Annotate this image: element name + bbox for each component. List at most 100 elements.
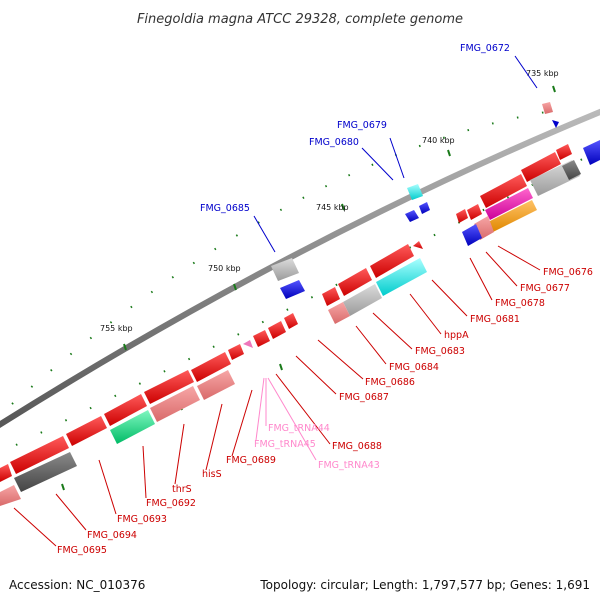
gene-feature [462,224,482,246]
reverse-strand-features [0,140,600,506]
gene-arrow [467,204,482,220]
gene-label-fmg-0678[interactable]: FMG_0678 [495,298,545,309]
trna-feature [243,340,253,348]
gene-feature [542,102,553,114]
gene-arrow [413,241,423,249]
gene-feature [150,386,200,422]
gene-arrow [10,436,69,474]
gene-label-fmg-0680[interactable]: FMG_0680 [309,137,359,148]
major-tick [341,203,345,211]
gene-label-thrs[interactable]: thrS [172,484,192,495]
gene-label-fmg-0688[interactable]: FMG_0688 [332,441,382,452]
gene-label-fmg-0681[interactable]: FMG_0681 [470,314,520,325]
leader-line [514,55,538,89]
gene-feature [583,140,600,165]
genome-backbone [0,108,600,429]
gene-feature [485,188,533,220]
gene-feature [407,184,423,200]
leader-line [255,377,265,441]
gene-arrow [322,287,340,306]
gene-label-fmg-0677[interactable]: FMG_0677 [520,283,570,294]
gene-feature [271,258,299,281]
leader-line [431,279,468,317]
gene-feature [376,258,427,296]
leader-line [372,312,413,350]
trna-label-tRNA45[interactable]: FMG_tRNA45 [254,439,316,450]
leader-line [253,215,276,253]
trna-label-tRNA43[interactable]: FMG_tRNA43 [318,460,380,471]
gene-arrow [191,352,231,382]
leader-line [317,339,364,380]
gene-arrow [253,330,270,347]
gene-arrow [268,321,286,339]
gene-label-fmg-0689[interactable]: FMG_0689 [226,455,276,466]
major-tick [61,483,65,491]
scale-label-735: 735 kbp [526,69,559,78]
leader-line [174,423,185,485]
gene-arrow [405,210,419,222]
gene-arrow [370,244,414,278]
gene-feature [14,452,77,492]
forward-strand-features [271,102,559,299]
major-tick [279,363,283,371]
scale-label-750: 750 kbp [208,264,241,273]
gene-arrow [228,344,244,360]
gene-feature [562,160,581,180]
gene-arrow [556,144,572,160]
major-tick [123,343,127,351]
gene-feature [197,370,235,400]
leader-line [267,377,317,461]
major-tick [552,85,556,93]
gene-label-fmg-0692[interactable]: FMG_0692 [146,498,196,509]
gene-feature [343,284,382,316]
gene-arrow [338,268,372,296]
gene-arrow [280,280,305,299]
gene-label-hiss[interactable]: hisS [202,469,222,480]
leader-line [13,507,57,547]
gene-label-fmg-0695[interactable]: FMG_0695 [57,545,107,556]
leader-line [205,403,223,471]
major-tick [447,149,451,157]
gene-label-fmg-0676[interactable]: FMG_0676 [543,267,593,278]
gene-feature [110,410,155,444]
major-tick [233,283,237,291]
leader-line [355,325,387,365]
map-title: Finegoldia magna ATCC 29328, complete ge… [137,12,463,27]
gene-label-fmg-0672[interactable]: FMG_0672 [460,43,510,54]
trna-label-tRNA44[interactable]: FMG_tRNA44 [268,423,330,434]
gene-feature [488,200,537,232]
leader-line [55,493,87,531]
leader-line [361,147,394,181]
scale-label-755: 755 kbp [100,324,133,333]
leader-line [231,389,253,457]
leader-line [389,137,405,179]
gene-label-fmg-0693[interactable]: FMG_0693 [117,514,167,525]
leader-line [142,445,147,499]
gene-arrow [521,152,561,182]
gene-arrow [456,209,468,223]
gene-arrow [419,202,430,214]
gene-arrow [552,120,559,128]
leader-line [485,251,518,287]
gene-label-fmg-0687[interactable]: FMG_0687 [339,392,389,403]
gene-feature [328,302,350,324]
leader-line [409,293,442,335]
gene-arrow [144,370,194,404]
gene-label-fmg-0684[interactable]: FMG_0684 [389,362,439,373]
gene-label-fmg-0685[interactable]: FMG_0685 [200,203,250,214]
gene-arrow [0,464,12,482]
gene-label-hppa[interactable]: hppA [444,330,469,341]
genome-stats-text: Topology: circular; Length: 1,797,577 bp… [260,578,590,592]
gene-arrow [104,394,147,426]
scale-label-745: 745 kbp [316,203,349,212]
gene-label-fmg-0694[interactable]: FMG_0694 [87,530,137,541]
leader-line [275,373,331,445]
gene-arrow [66,416,107,446]
gene-label-fmg-0683[interactable]: FMG_0683 [415,346,465,357]
accession-text: Accession: NC_010376 [9,578,146,592]
gene-feature [0,485,21,506]
scale-label-740: 740 kbp [422,136,455,145]
gene-label-fmg-0679[interactable]: FMG_0679 [337,120,387,131]
gene-label-fmg-0686[interactable]: FMG_0686 [365,377,415,388]
